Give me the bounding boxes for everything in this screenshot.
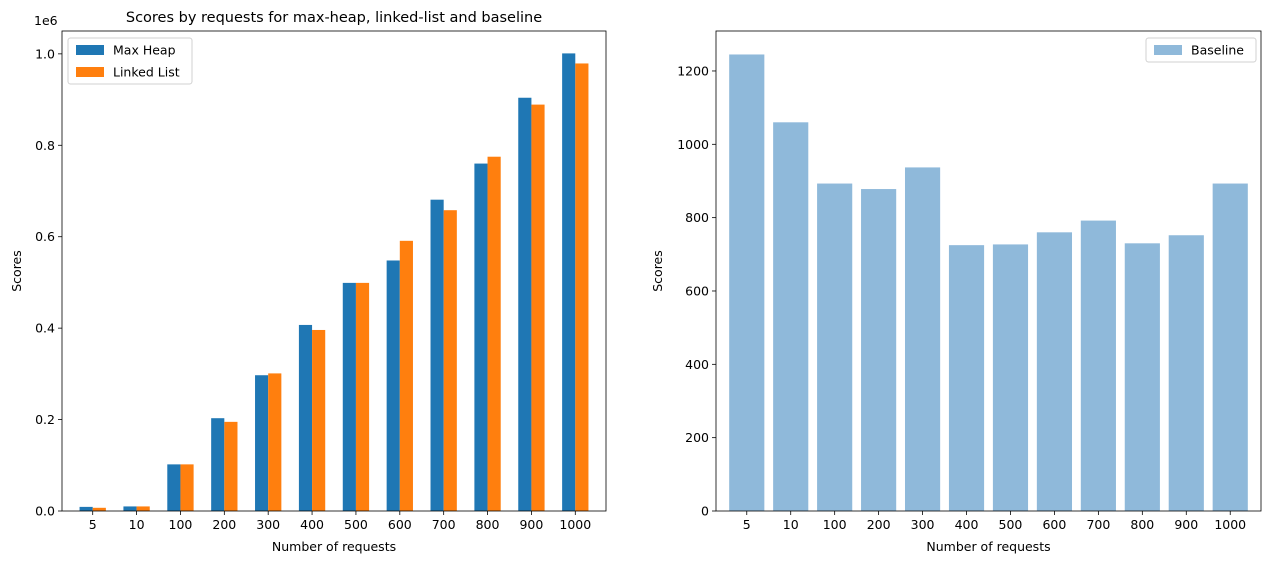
- x-tick-label: 500: [999, 517, 1023, 532]
- bar-max-heap-400: [298, 324, 313, 511]
- bar-linked-list-300: [268, 373, 282, 511]
- legend-swatch: [1154, 45, 1182, 55]
- bar-baseline-500: [992, 244, 1029, 511]
- x-tick-label: 1000: [559, 517, 591, 532]
- bar-max-heap-700: [430, 199, 444, 511]
- bar-max-heap-10: [123, 506, 137, 511]
- bar-max-heap-900: [518, 97, 532, 511]
- legend-label: Max Heap: [113, 43, 176, 58]
- bar-max-heap-600: [386, 260, 400, 511]
- bar-max-heap-100: [167, 464, 181, 511]
- x-tick-label: 100: [823, 517, 847, 532]
- y-tick-label: 0.8: [35, 138, 55, 153]
- y-tick-label: 0.4: [35, 321, 55, 336]
- bar-max-heap-1000: [562, 53, 576, 512]
- x-axis-label: Number of requests: [272, 539, 396, 554]
- legend-swatch: [76, 67, 104, 77]
- bar-linked-list-800: [487, 156, 501, 511]
- bar-baseline-800: [1124, 243, 1160, 511]
- bar-linked-list-10: [136, 506, 150, 511]
- bar-linked-list-600: [399, 240, 413, 512]
- bar-baseline-900: [1168, 235, 1204, 512]
- bar-baseline-600: [1036, 232, 1073, 512]
- bar-linked-list-5: [92, 507, 106, 511]
- y-tick-label: 0.2: [35, 412, 55, 427]
- bar-max-heap-800: [474, 163, 488, 512]
- bar-max-heap-200: [211, 418, 225, 511]
- x-tick-label: 5: [89, 517, 97, 532]
- plot-frame: [715, 30, 1262, 512]
- x-tick-label: 200: [212, 517, 236, 532]
- y-tick-label: 0.0: [35, 504, 55, 519]
- legend-swatch: [76, 45, 104, 55]
- x-tick-label: 500: [344, 517, 368, 532]
- chart-right: 5 10 100 200 300 400 500 600 700 800 900 1000 0 200 40…: [650, 30, 1262, 554]
- x-tick-label: 700: [1086, 517, 1110, 532]
- x-tick-label: 10: [783, 517, 799, 532]
- x-tick-label: 300: [256, 517, 280, 532]
- bar-baseline-100: [817, 183, 853, 511]
- x-tick-label: 10: [129, 517, 145, 532]
- bar-linked-list-200: [224, 421, 238, 511]
- bar-baseline-1000: [1212, 183, 1248, 511]
- y-tick-label: 1000: [677, 137, 709, 152]
- x-tick-label: 300: [911, 517, 935, 532]
- x-tick-label: 400: [955, 517, 979, 532]
- bar-linked-list-900: [531, 104, 545, 511]
- y-tick-label: 0: [701, 504, 709, 519]
- y-tick-label: 600: [685, 283, 709, 298]
- x-axis-label: Number of requests: [926, 539, 1050, 554]
- x-tick-label: 700: [432, 517, 456, 532]
- chart-left: 5 10 100 200 300 400 500 600 700 800 900 1000 0.0 0.2…: [9, 10, 607, 554]
- chart-title: Scores by requests for max-heap, linked-…: [126, 10, 542, 26]
- bar-linked-list-500: [355, 282, 370, 511]
- bar-linked-list-100: [180, 464, 194, 511]
- x-tick-label: 5: [743, 517, 751, 532]
- x-tick-label: 600: [388, 517, 412, 532]
- y-axis-label: Scores: [650, 250, 665, 292]
- y-tick-label: 200: [685, 430, 709, 445]
- bar-baseline-5: [729, 54, 765, 512]
- legend-label: Baseline: [1191, 43, 1244, 58]
- bar-linked-list-1000: [575, 63, 589, 511]
- plot-frame: [61, 30, 607, 512]
- bar-baseline-400: [948, 245, 985, 512]
- bar-max-heap-500: [342, 282, 356, 511]
- legend-box: [1145, 37, 1257, 63]
- x-tick-label: 200: [867, 517, 891, 532]
- x-tick-label: 400: [300, 517, 324, 532]
- bar-linked-list-400: [312, 329, 326, 511]
- y-tick-label: 800: [685, 210, 709, 225]
- x-tick-label: 900: [1174, 517, 1198, 532]
- bar-baseline-10: [773, 122, 809, 512]
- y-tick-label: 0.6: [35, 229, 55, 244]
- y-offset-label: 1e6: [34, 13, 58, 28]
- x-tick-label: 100: [169, 517, 193, 532]
- bar-baseline-300: [904, 167, 941, 511]
- y-tick-label: 400: [685, 357, 709, 372]
- bar-baseline-200: [861, 189, 897, 511]
- x-tick-label: 800: [476, 517, 500, 532]
- x-tick-label: 600: [1042, 517, 1066, 532]
- y-tick-label: 1200: [677, 63, 709, 78]
- bar-max-heap-5: [79, 506, 93, 511]
- y-axis-label: Scores: [9, 250, 24, 292]
- bar-max-heap-300: [255, 375, 269, 511]
- bar-linked-list-700: [443, 210, 457, 511]
- y-tick-label: 1.0: [35, 46, 55, 61]
- x-tick-label: 800: [1130, 517, 1154, 532]
- bar-baseline-700: [1080, 220, 1116, 511]
- legend-label: Linked List: [113, 65, 180, 80]
- x-tick-label: 900: [519, 517, 543, 532]
- x-tick-label: 1000: [1214, 517, 1246, 532]
